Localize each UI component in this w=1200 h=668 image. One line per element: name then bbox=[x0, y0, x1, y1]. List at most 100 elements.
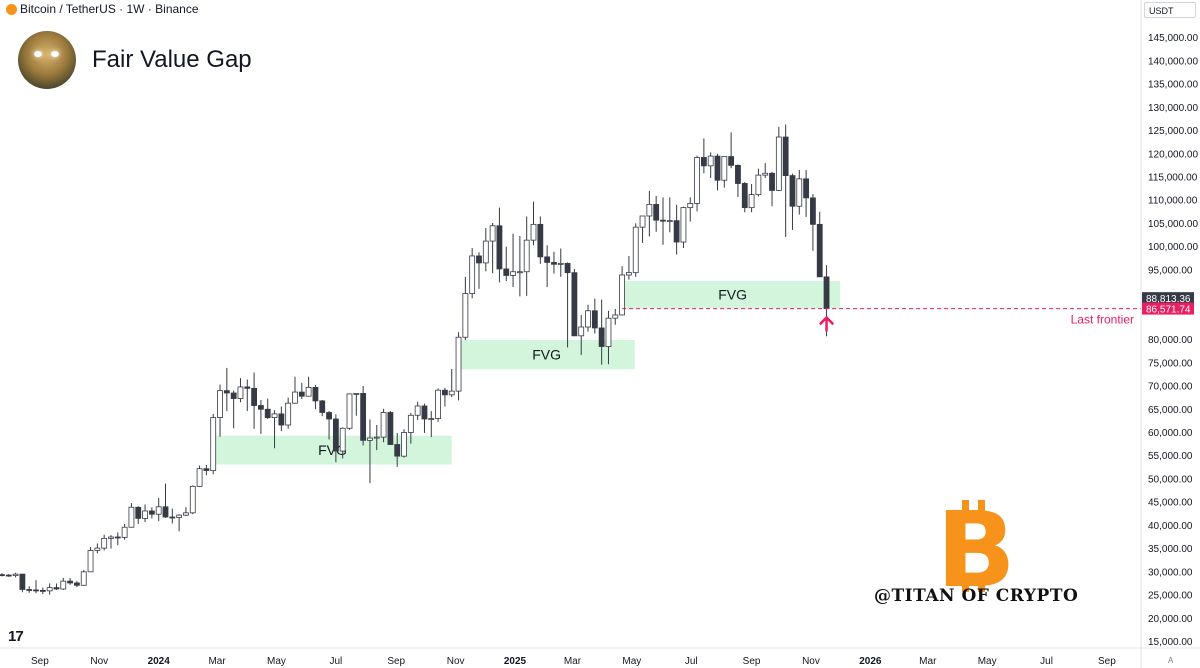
candle-body bbox=[557, 262, 564, 265]
candle bbox=[189, 485, 196, 515]
symbol-header[interactable]: Bitcoin / TetherUS · 1W · Binance bbox=[6, 2, 199, 16]
price-tick-label: 115,000.00 bbox=[1148, 173, 1198, 184]
time-tick-label: May bbox=[267, 656, 286, 667]
candle bbox=[271, 410, 278, 449]
candle bbox=[230, 390, 237, 429]
candle bbox=[680, 206, 687, 249]
candle-body bbox=[598, 327, 605, 347]
price-tick-label: 60,000.00 bbox=[1148, 428, 1193, 439]
candle-body bbox=[169, 516, 176, 519]
candle-body bbox=[748, 194, 755, 209]
currency-unit-selector[interactable]: USDT bbox=[1144, 2, 1196, 18]
candle-body bbox=[755, 174, 762, 196]
candle bbox=[571, 268, 578, 337]
candle-body bbox=[80, 571, 87, 586]
candle bbox=[510, 233, 516, 288]
price-tick-label: 15,000.00 bbox=[1148, 637, 1193, 648]
candle-body bbox=[258, 405, 264, 410]
candle bbox=[687, 197, 694, 222]
candle-body bbox=[694, 157, 700, 204]
candle-body bbox=[33, 589, 39, 592]
candle-body bbox=[46, 587, 53, 592]
candle-body bbox=[196, 468, 203, 487]
candle-body bbox=[816, 223, 823, 278]
candle-body bbox=[612, 314, 619, 319]
price-label-text: 86,571.74 bbox=[1146, 305, 1191, 316]
time-tick-label: 2025 bbox=[504, 656, 527, 667]
candle-body bbox=[353, 393, 360, 395]
candle bbox=[387, 411, 394, 446]
candle bbox=[237, 378, 244, 403]
candle bbox=[721, 156, 728, 188]
candle bbox=[646, 190, 653, 237]
candle bbox=[714, 153, 721, 191]
candle bbox=[421, 403, 428, 433]
candle-body bbox=[769, 172, 775, 191]
candle bbox=[537, 216, 544, 264]
candle-body bbox=[442, 389, 448, 396]
price-tick-label: 100,000.00 bbox=[1148, 242, 1198, 253]
candle-body bbox=[60, 580, 67, 590]
candle bbox=[407, 412, 414, 444]
candle-body bbox=[666, 220, 673, 223]
candle-body bbox=[108, 536, 114, 539]
auto-scale-button[interactable]: A bbox=[1168, 656, 1174, 665]
price-tick-label: 105,000.00 bbox=[1148, 219, 1198, 230]
bitcoin-icon bbox=[6, 3, 17, 15]
price-tick-label: 55,000.00 bbox=[1148, 451, 1193, 462]
candle-body bbox=[319, 400, 326, 413]
candle bbox=[653, 196, 660, 232]
candle bbox=[394, 432, 401, 467]
price-tick-label: 130,000.00 bbox=[1148, 103, 1198, 114]
candle bbox=[639, 215, 646, 243]
candle bbox=[19, 573, 26, 593]
candle-body bbox=[448, 390, 455, 396]
candle bbox=[128, 503, 135, 528]
time-tick-label: Sep bbox=[31, 656, 49, 667]
candle bbox=[598, 299, 605, 365]
candle bbox=[748, 183, 755, 213]
candle bbox=[673, 204, 680, 255]
candle-body bbox=[510, 271, 516, 276]
candle-body bbox=[53, 587, 60, 590]
tradingview-logo-icon[interactable]: 17 bbox=[8, 628, 24, 645]
candle bbox=[223, 367, 230, 412]
fvg-label: FVG bbox=[318, 442, 347, 458]
avatar bbox=[18, 31, 76, 89]
price-tick-label: 40,000.00 bbox=[1148, 521, 1193, 532]
candle-body bbox=[810, 197, 816, 225]
candle bbox=[769, 171, 775, 207]
candle-body bbox=[183, 512, 189, 516]
candle bbox=[591, 298, 598, 334]
candle-body bbox=[741, 183, 748, 209]
candle-body bbox=[496, 225, 503, 270]
candle bbox=[694, 155, 700, 212]
price-tick-label: 45,000.00 bbox=[1148, 498, 1193, 509]
candle-body bbox=[394, 444, 401, 457]
candle-body bbox=[660, 219, 666, 222]
price-tick-label: 125,000.00 bbox=[1148, 126, 1198, 137]
candle-body bbox=[298, 391, 305, 397]
time-tick-label: May bbox=[978, 656, 997, 667]
candle bbox=[442, 387, 448, 407]
candle bbox=[135, 506, 142, 524]
candle-body bbox=[285, 402, 292, 426]
candle bbox=[476, 252, 482, 289]
price-label-box bbox=[1142, 302, 1194, 315]
candle-body bbox=[203, 468, 210, 471]
price-tick-label: 120,000.00 bbox=[1148, 149, 1198, 160]
candle-body bbox=[387, 412, 394, 445]
candle bbox=[121, 523, 128, 540]
candle-body bbox=[523, 239, 530, 273]
candle-body bbox=[564, 262, 571, 274]
candle-body bbox=[585, 310, 591, 328]
time-tick-label: May bbox=[622, 656, 641, 667]
candle bbox=[782, 124, 789, 237]
candle-body bbox=[591, 310, 598, 329]
candle bbox=[462, 276, 469, 341]
candle-body bbox=[626, 272, 632, 276]
candle bbox=[612, 308, 619, 325]
candle bbox=[482, 228, 489, 272]
candle bbox=[448, 368, 455, 398]
